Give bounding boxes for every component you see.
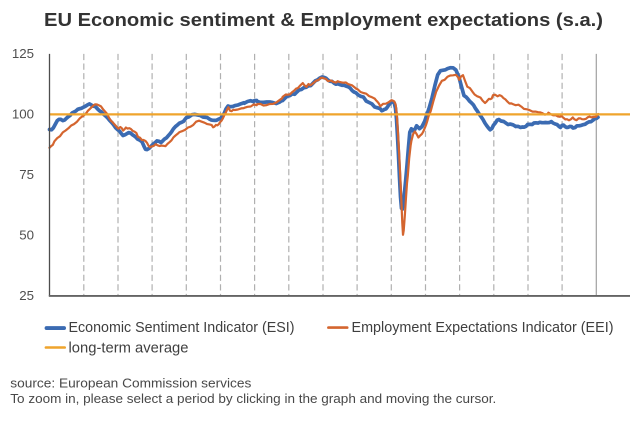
svg-text:100: 100 xyxy=(12,107,34,122)
svg-text:50: 50 xyxy=(19,228,34,243)
svg-text:Economic Sentiment Indicator (: Economic Sentiment Indicator (ESI) xyxy=(69,320,295,336)
svg-text:To zoom in, please select a pe: To zoom in, please select a period by cl… xyxy=(10,392,496,406)
svg-text:EU Economic sentiment & Employ: EU Economic sentiment & Employment expec… xyxy=(44,10,603,30)
svg-text:25: 25 xyxy=(19,288,34,303)
svg-text:long-term average: long-term average xyxy=(69,340,189,356)
svg-text:125: 125 xyxy=(12,46,34,61)
svg-text:Employment Expectations Indica: Employment Expectations Indicator (EEI) xyxy=(352,320,614,336)
svg-text:75: 75 xyxy=(19,167,34,182)
svg-text:source: European Commission se: source: European Commission services xyxy=(10,376,251,390)
